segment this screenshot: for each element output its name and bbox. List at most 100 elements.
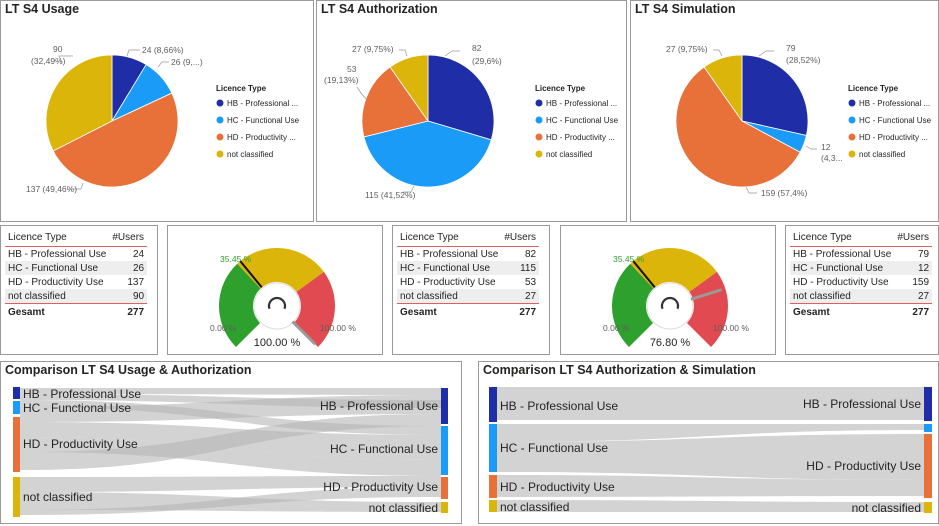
sim-legend-hc[interactable]: HC - Functional Use	[859, 116, 932, 125]
usage-legend-hd[interactable]: HD - Productivity ...	[227, 133, 296, 142]
auth-legend-nc[interactable]: not classified	[546, 150, 592, 159]
sim-pie-slice-hb[interactable]	[741, 54, 809, 136]
sankey2-node-right-hc[interactable]	[924, 424, 932, 432]
auth-legend-hd[interactable]: HD - Productivity ...	[546, 133, 615, 142]
sankey1-panel[interactable]: Comparison LT S4 Usage & Authorization H…	[0, 361, 462, 524]
auth-legend-hb[interactable]: HB - Professional ...	[546, 99, 617, 108]
col-licence-type[interactable]: Licence Type	[5, 231, 110, 247]
legend-dot-nc	[848, 150, 856, 158]
usage-legend-nc[interactable]: not classified	[227, 150, 273, 159]
sankey1-left-hb: HB - Professional Use	[23, 387, 141, 401]
table-row[interactable]: not classified 27	[790, 289, 933, 304]
auth-pie-slice-hd[interactable]	[361, 66, 429, 138]
usage-pie-slice-hd[interactable]	[52, 92, 179, 188]
sim-legend-nc[interactable]: not classified	[859, 150, 905, 159]
gauge2-target-label: 35.45 %	[613, 254, 645, 264]
legend-dot-hc	[535, 116, 543, 124]
g2-target-marker	[632, 260, 656, 289]
sankey1-node-left-nc[interactable]	[13, 477, 20, 517]
g2-needle	[690, 288, 722, 301]
gauge1-panel[interactable]: 35.45 % 0.00 % 100.00 % 100.00 %	[167, 225, 383, 355]
auth-pie-slice-hb[interactable]	[427, 54, 495, 141]
legend-dot-hb	[535, 99, 543, 107]
sankey2-node-right-hd[interactable]	[924, 434, 932, 498]
auth-pie-slice-nc[interactable]	[389, 54, 429, 123]
sim-legend-hb[interactable]: HB - Professional ...	[859, 99, 930, 108]
table-row[interactable]: HC - Functional Use 12	[790, 261, 933, 275]
sim-pie-slice-hd[interactable]	[675, 66, 801, 188]
sim-pie-title: LT S4 Simulation	[635, 2, 736, 16]
sankey2-node-left-hb[interactable]	[489, 387, 497, 422]
sim-legend-hd[interactable]: HD - Productivity ...	[859, 133, 928, 142]
sankey1-node-right-hc[interactable]	[441, 426, 448, 475]
sankey2-left-hb: HB - Professional Use	[500, 399, 618, 413]
sankey2-node-right-hb[interactable]	[924, 387, 932, 421]
usage-pie-slices	[45, 54, 179, 188]
auth-label-hb-percent: (29,6%)	[472, 56, 502, 66]
g2-hub-icon	[660, 296, 680, 310]
col-users[interactable]: #Users	[109, 231, 148, 247]
auth-label-nc: 27 (9,75%)	[352, 44, 394, 54]
sankey2-node-left-nc[interactable]	[489, 500, 497, 512]
table-row[interactable]: not classified 90	[5, 289, 148, 304]
sankey1-title: Comparison LT S4 Usage & Authorization	[5, 363, 252, 377]
auth-pie-panel[interactable]: LT S4 Authorization 82 (29,6%) 115 (41,5…	[316, 0, 627, 222]
table-row[interactable]: HB - Professional Use 82	[400, 248, 537, 260]
sankey2-node-left-hd[interactable]	[489, 475, 497, 498]
sim-pie-slice-nc[interactable]	[703, 54, 743, 123]
gauge2-panel[interactable]: 35.45 % 0.00 % 100.00 % 76.80 %	[560, 225, 776, 355]
sim-label-hd: 159 (57,4%)	[761, 188, 807, 198]
table-row[interactable]: HD - Productivity Use 159	[793, 276, 930, 288]
usage-pie-panel[interactable]: LT S4 Usage 24 (8,66%) 26 (9,...) 137 (4…	[0, 0, 314, 222]
usage-pie-slice-nc[interactable]	[45, 54, 113, 152]
sankey2-panel[interactable]: Comparison LT S4 Authorization & Simulat…	[478, 361, 939, 524]
table-row[interactable]: HB - Professional Use 79	[793, 248, 930, 260]
sankey1-node-right-hd[interactable]	[441, 477, 448, 499]
table-row[interactable]: HD - Productivity Use 137	[8, 276, 145, 288]
auth-label-hd-percent: (19,13%)	[324, 75, 359, 85]
auth-legend-hc[interactable]: HC - Functional Use	[546, 116, 619, 125]
g1-needle	[291, 320, 317, 346]
sankey2-node-left-hc[interactable]	[489, 424, 497, 472]
sim-pie-chart: 79 (28,52%) 12 (4,3... 159 (57,4%) 27 (9…	[666, 43, 932, 198]
gauge1-target-label: 35.45 %	[220, 254, 252, 264]
sankey1-left-hd: HD - Productivity Use	[23, 437, 138, 451]
g1-band-yellow	[237, 248, 324, 292]
col-users[interactable]: #Users	[501, 231, 540, 247]
usage-legend-hb[interactable]: HB - Professional ...	[227, 99, 298, 108]
gauge1-max-label: 100.00 %	[320, 323, 356, 333]
sankey1-node-left-hb[interactable]	[13, 387, 20, 399]
auth-table-panel[interactable]: Licence Type #Users HB - Professional Use…	[392, 225, 550, 355]
table-row[interactable]: HB - Professional Use 24	[8, 248, 145, 260]
usage-table: Licence Type #Users HB - Professional Use…	[5, 231, 148, 320]
sankey1-left-hc: HC - Functional Use	[23, 401, 131, 415]
sim-label-hc-percent: (4,3...	[821, 153, 843, 163]
gauge2-max-label: 100.00 %	[713, 323, 749, 333]
auth-pie-slice-hc[interactable]	[363, 120, 492, 188]
table-row[interactable]: HC - Functional Use 115	[397, 261, 540, 275]
table-row[interactable]: HD - Productivity Use 53	[400, 276, 537, 288]
table-row[interactable]: HC - Functional Use 26	[5, 261, 148, 275]
col-licence-type[interactable]: Licence Type	[790, 231, 895, 247]
col-users[interactable]: #Users	[894, 231, 933, 247]
sankey1-node-right-nc[interactable]	[441, 502, 448, 513]
sim-label-hb-count: 79	[786, 43, 796, 53]
sankey1-chart: HB - Professional Use HC - Functional Us…	[13, 387, 448, 517]
sankey2-chart: HB - Professional Use HC - Functional Us…	[489, 387, 932, 515]
sankey1-right-nc: not classified	[369, 501, 438, 515]
g2-band-yellow	[630, 248, 717, 292]
sim-table-panel[interactable]: Licence Type #Users HB - Professional Use…	[785, 225, 939, 355]
gauge2-min-label: 0.00 %	[603, 323, 630, 333]
col-licence-type[interactable]: Licence Type	[397, 231, 502, 247]
table-row[interactable]: not classified 27	[397, 289, 540, 304]
sankey1-node-right-hb[interactable]	[441, 388, 448, 424]
sankey1-node-left-hc[interactable]	[13, 401, 20, 414]
sankey2-node-right-nc[interactable]	[924, 502, 932, 513]
gauge1-arcs	[219, 248, 335, 348]
usage-legend-hc[interactable]: HC - Functional Use	[227, 116, 300, 125]
usage-table-panel[interactable]: Licence Type #Users HB - Professional Use…	[0, 225, 158, 355]
legend-dot-nc	[216, 150, 224, 158]
usage-legend-title: Licence Type	[216, 84, 267, 93]
sim-pie-panel[interactable]: LT S4 Simulation 79 (28,52%) 12 (4,3... …	[630, 0, 939, 222]
sankey1-node-left-hd[interactable]	[13, 417, 20, 472]
